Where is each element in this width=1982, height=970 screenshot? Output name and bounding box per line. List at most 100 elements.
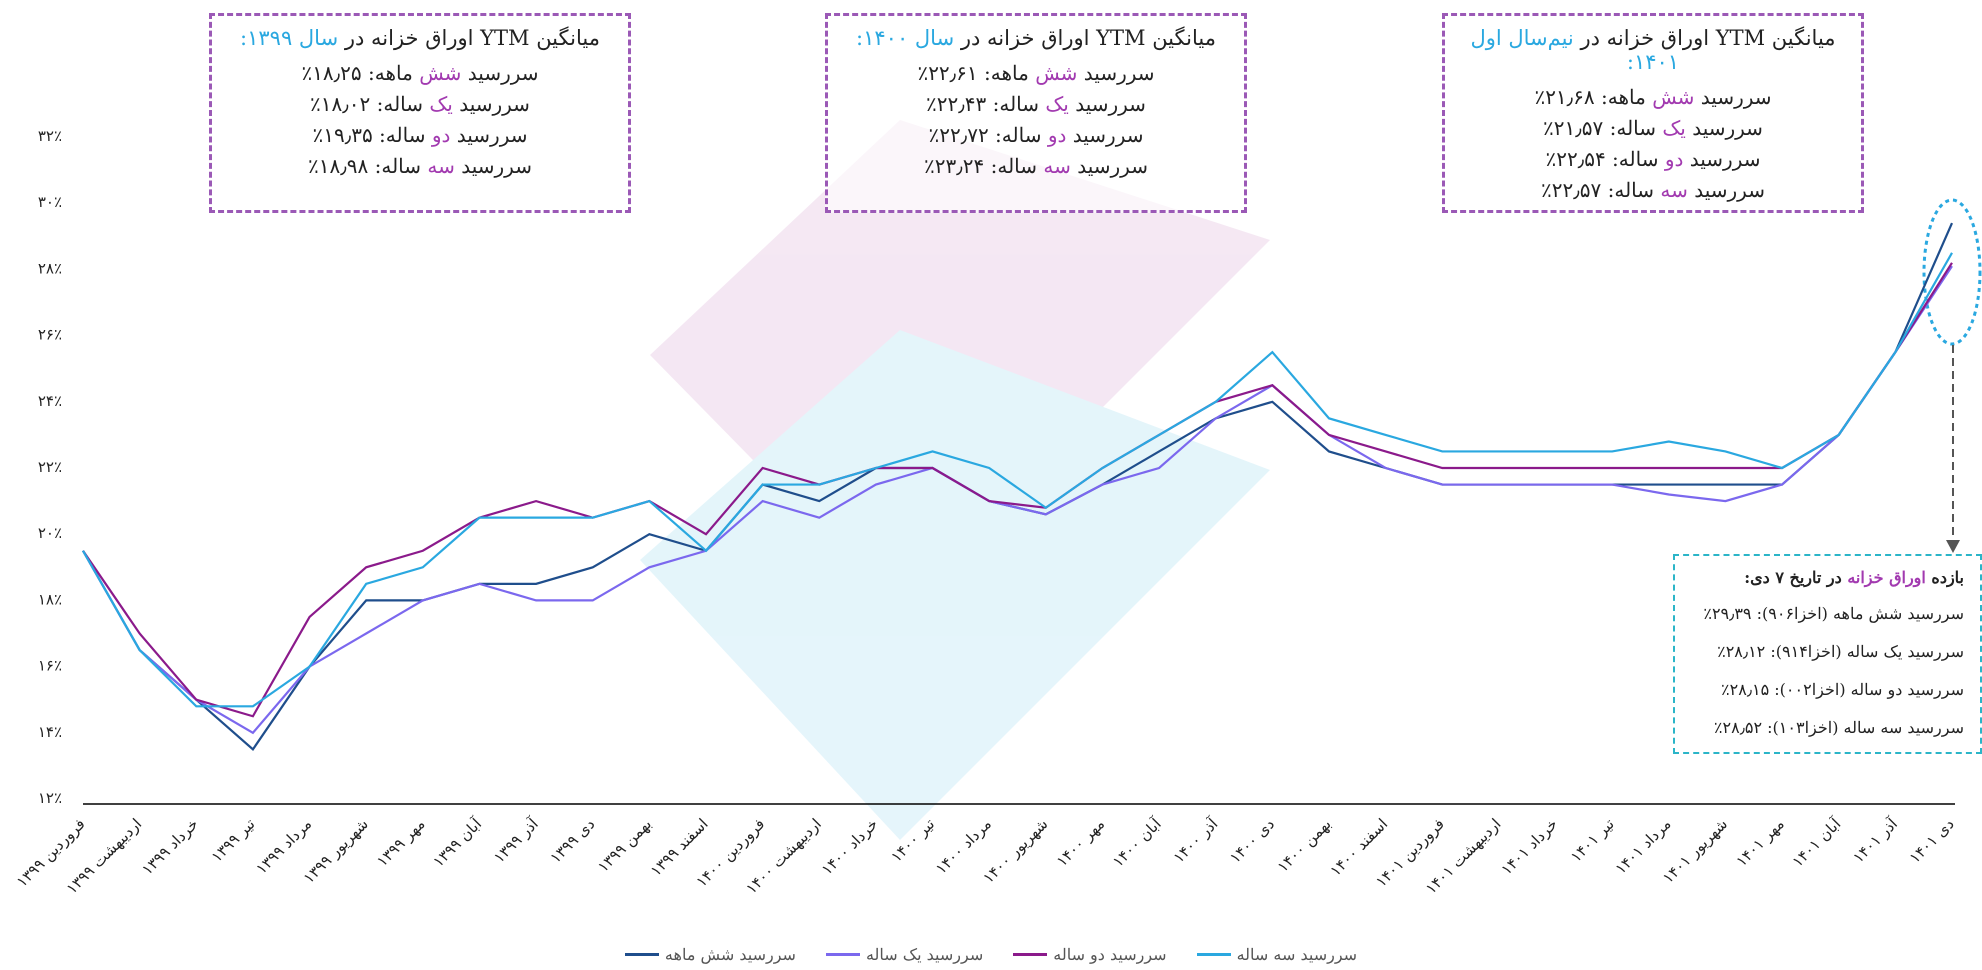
legend-swatch [1197,953,1231,956]
box-title: میانگین YTM اوراق خزانه در نیم‌سال اول ۱… [1445,26,1861,74]
box-row: سررسید دو ساله: ۲۲٫۷۲٪ [828,120,1244,151]
box-row: سررسید شش ماهه: ۲۱٫۶۸٪ [1445,82,1861,113]
highlight-ellipse [1924,200,1980,344]
x-tick-label: مهر ۱۴۰۰ [1053,815,1108,870]
box-row: سررسید یک ساله: ۱۸٫۰۲٪ [212,89,628,120]
box-row: سررسید یک ساله: ۲۱٫۵۷٪ [1445,113,1861,144]
box-row-part: سررسید [1069,92,1146,116]
page: ۱۲٪۱۴٪۱۶٪۱۸٪۲۰٪۲۲٪۲۴٪۲۶٪۲۸٪۳۰٪۳۲٪فروردین… [0,0,1982,970]
note-row: سررسید دو ساله (اخزا۰۰۲): ۲۸٫۱۵٪ [1691,671,1964,709]
box-title-part: سال ۱۴۰۰: [856,26,954,50]
legend-item: سررسید شش ماهه [625,945,796,964]
legend-item: سررسید یک ساله [826,945,983,964]
box-row-part: سررسید [453,92,530,116]
x-tick-label: خرداد ۱۳۹۹ [138,815,202,879]
box-row: سررسید شش ماهه: ۲۲٫۶۱٪ [828,58,1244,89]
box-row-part: شش [1035,61,1077,85]
x-tick-label: تیر ۱۳۹۹ [208,815,259,866]
box-row-part: سه [1660,178,1687,202]
x-tick-label: آذر ۱۳۹۹ [490,814,542,866]
box-title-part: میانگین YTM اوراق خزانه در [1574,26,1836,50]
box-row-part: سررسید [461,61,538,85]
box-row-part: دو [1048,123,1067,147]
box-title: میانگین YTM اوراق خزانه در سال ۱۳۹۹: [212,26,628,50]
x-tick-label: آذر ۱۴۰۱ [1849,814,1901,866]
box-row-part: ساله: ۲۲٫۷۲٪ [928,123,1047,147]
y-tick-label: ۱۸٪ [38,590,62,608]
legend-label: سررسید یک ساله [866,945,983,964]
box-row-part: سررسید [1686,116,1763,140]
note-title-part: در تاریخ ۷ دی: [1744,568,1847,587]
box-row: سررسید شش ماهه: ۱۸٫۲۵٪ [212,58,628,89]
box-row: سررسید دو ساله: ۱۹٫۳۵٪ [212,120,628,151]
y-tick-label: ۲۶٪ [38,326,62,344]
legend-label: سررسید دو ساله [1053,945,1166,964]
box-row-part: ساله: ۲۱٫۵۷٪ [1543,116,1662,140]
box-row-part: دو [432,123,451,147]
y-tick-label: ۳۰٪ [38,193,62,211]
box-row-part: سررسید [1077,61,1154,85]
box-row-part: ساله: ۱۹٫۳۵٪ [312,123,431,147]
legend-label: سررسید سه ساله [1237,945,1357,964]
x-tick-label: خرداد ۱۴۰۰ [818,815,882,879]
note-row: سررسید یک ساله (اخزا۹۱۴): ۲۸٫۱۲٪ [1691,633,1964,671]
box-row-part: یک [1662,116,1685,140]
note-row: سررسید سه ساله (اخزا۱۰۳): ۲۸٫۵۲٪ [1691,709,1964,747]
legend-item: سررسید سه ساله [1197,945,1357,964]
y-tick-label: ۱۴٪ [38,723,62,741]
y-tick-label: ۲۸٪ [38,259,62,277]
y-tick-label: ۲۴٪ [38,392,62,410]
box-title: میانگین YTM اوراق خزانه در سال ۱۴۰۰: [828,26,1244,50]
y-tick-label: ۱۲٪ [38,789,62,807]
box-row-part: شش [1652,85,1694,109]
box-title-part: میانگین YTM اوراق خزانه در [954,26,1216,50]
summary-box: میانگین YTM اوراق خزانه در سال ۱۳۹۹: سررس… [209,13,631,213]
legend-swatch [625,953,659,956]
box-row-part: ساله: ۲۲٫۴۳٪ [926,92,1045,116]
box-row: سررسید سه ساله: ۲۳٫۲۴٪ [828,151,1244,182]
note-title: بازده اوراق خزانه در تاریخ ۷ دی: [1691,568,1964,587]
box-row-part: سررسید [1071,154,1148,178]
box-row-part: ساله: ۱۸٫۰۲٪ [310,92,429,116]
x-tick-label: دی ۱۴۰۰ [1226,815,1278,867]
box-row: سررسید یک ساله: ۲۲٫۴۳٪ [828,89,1244,120]
legend-swatch [826,953,860,956]
box-row-part: سررسید [1066,123,1143,147]
box-row: سررسید سه ساله: ۲۲٫۵۷٪ [1445,175,1861,206]
box-title-part: میانگین YTM اوراق خزانه در [338,26,600,50]
box-row-part: ماهه: ۲۱٫۶۸٪ [1534,85,1652,109]
legend-item: سررسید دو ساله [1013,945,1166,964]
x-tick-label: تیر ۱۴۰۱ [1567,815,1618,866]
legend: سررسید شش ماهه سررسید یک ساله سررسید دو سا… [0,945,1982,964]
box-row: سررسید دو ساله: ۲۲٫۵۴٪ [1445,144,1861,175]
x-tick-label: دی ۱۳۹۹ [546,815,598,867]
box-row-part: ساله: ۲۲٫۵۴٪ [1545,147,1664,171]
box-row-part: ساله: ۲۲٫۵۷٪ [1541,178,1660,202]
box-title-part: سال ۱۳۹۹: [240,26,338,50]
note-title-part: بازده [1926,568,1964,587]
box-row-part: سررسید [450,123,527,147]
box-row-part: ساله: ۲۳٫۲۴٪ [924,154,1043,178]
x-tick-label: مهر ۱۴۰۱ [1732,815,1787,870]
summary-box: میانگین YTM اوراق خزانه در سال ۱۴۰۰: سررس… [825,13,1247,213]
box-row-part: شش [419,61,461,85]
box-row-part: سررسید [1694,85,1771,109]
x-tick-label: دی ۱۴۰۱ [1906,815,1958,867]
box-row-part: دو [1665,147,1684,171]
y-tick-label: ۲۲٪ [38,458,62,476]
box-row-part: سررسید [1683,147,1760,171]
x-tick-label: آبان ۱۴۰۰ [1109,814,1165,870]
box-row-part: یک [1045,92,1068,116]
note-row: سررسید شش ماهه (اخزا۹۰۶): ۲۹٫۳۹٪ [1691,595,1964,633]
x-tick-label: آذر ۱۴۰۰ [1170,814,1222,866]
x-tick-label: مهر ۱۳۹۹ [373,815,428,870]
box-row-part: ساله: ۱۸٫۹۸٪ [308,154,427,178]
x-tick-label: آبان ۱۴۰۱ [1789,814,1845,870]
x-tick-label: آبان ۱۳۹۹ [429,814,485,870]
arrow-head [1946,540,1960,553]
box-row: سررسید سه ساله: ۱۸٫۹۸٪ [212,151,628,182]
note-title-part: اوراق خزانه [1847,568,1926,587]
box-row-part: سررسید [455,154,532,178]
box-row-part: سه [427,154,454,178]
note-box: بازده اوراق خزانه در تاریخ ۷ دی: سررسید ش… [1673,554,1982,754]
